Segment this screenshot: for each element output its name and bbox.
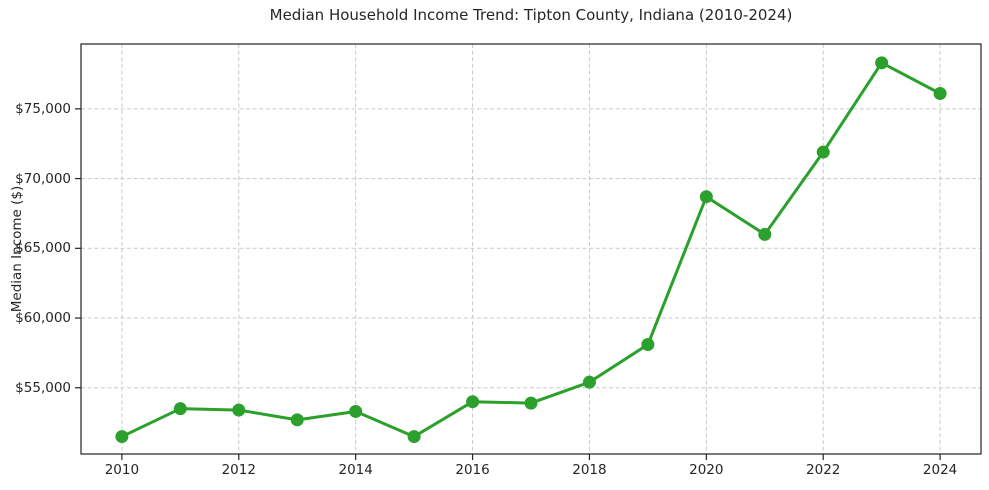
data-point bbox=[816, 145, 830, 159]
x-tick-label: 2016 bbox=[455, 462, 490, 478]
data-point bbox=[933, 87, 947, 101]
data-point bbox=[290, 413, 304, 427]
data-point bbox=[582, 375, 596, 389]
x-tick-label: 2010 bbox=[104, 462, 140, 478]
y-tick-label: $70,000 bbox=[15, 170, 71, 187]
data-point bbox=[875, 56, 889, 70]
data-point bbox=[232, 403, 246, 417]
chart-title: Median Household Income Trend: Tipton Co… bbox=[269, 6, 793, 24]
y-tick-label: $55,000 bbox=[15, 379, 71, 396]
y-tick-label: $65,000 bbox=[15, 240, 71, 257]
data-point bbox=[407, 430, 421, 444]
y-tick-label: $60,000 bbox=[15, 310, 71, 327]
x-tick-label: 2012 bbox=[221, 462, 256, 478]
trend-line bbox=[120, 61, 942, 439]
data-point bbox=[349, 404, 363, 418]
data-point bbox=[173, 402, 187, 416]
x-tick-label: 2014 bbox=[338, 462, 373, 478]
x-tick-label: 2024 bbox=[922, 462, 958, 478]
data-point bbox=[758, 227, 772, 241]
plot-border bbox=[80, 43, 982, 455]
data-point bbox=[115, 430, 129, 444]
data-point bbox=[466, 395, 480, 409]
data-point bbox=[641, 338, 655, 352]
x-tick-label: 2020 bbox=[689, 462, 724, 478]
data-point bbox=[699, 190, 713, 204]
y-tick-label: $75,000 bbox=[15, 100, 71, 117]
x-tick-label: 2018 bbox=[572, 462, 607, 478]
data-point bbox=[524, 396, 538, 410]
x-tick-label: 2022 bbox=[806, 462, 841, 478]
